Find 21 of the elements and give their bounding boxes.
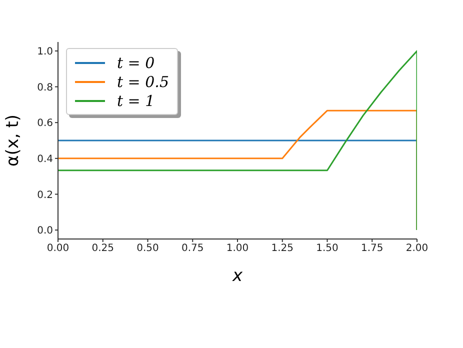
legend-label: t = 1	[117, 92, 155, 110]
x-axis-title: x	[231, 266, 244, 286]
x-tick-label: 0.00	[46, 243, 70, 254]
y-tick-label: 0.6	[37, 118, 53, 130]
y-axis-title: α(x, t)	[3, 114, 24, 167]
x-tick-label: 1.25	[271, 243, 294, 254]
x-tick-label: 1.00	[226, 243, 249, 254]
line-series	[58, 50, 417, 231]
y-tick-label: 1.0	[37, 46, 53, 58]
legend-label: t = 0	[117, 54, 155, 72]
y-tick-label: 0.4	[37, 154, 53, 165]
x-tick-label: 0.25	[92, 243, 114, 254]
legend-label: t = 0.5	[117, 72, 169, 90]
y-tick-label: 0.2	[37, 190, 53, 201]
x-tick-label: 2.00	[406, 243, 428, 254]
y-tick-label: 0.0	[37, 226, 53, 237]
x-tick-label: 0.50	[136, 243, 159, 254]
x-tick-label: 0.75	[181, 243, 204, 254]
y-tick-label: 0.8	[37, 82, 53, 94]
x-tick-label: 1.50	[316, 243, 338, 254]
x-tick-label: 1.75	[360, 243, 384, 254]
